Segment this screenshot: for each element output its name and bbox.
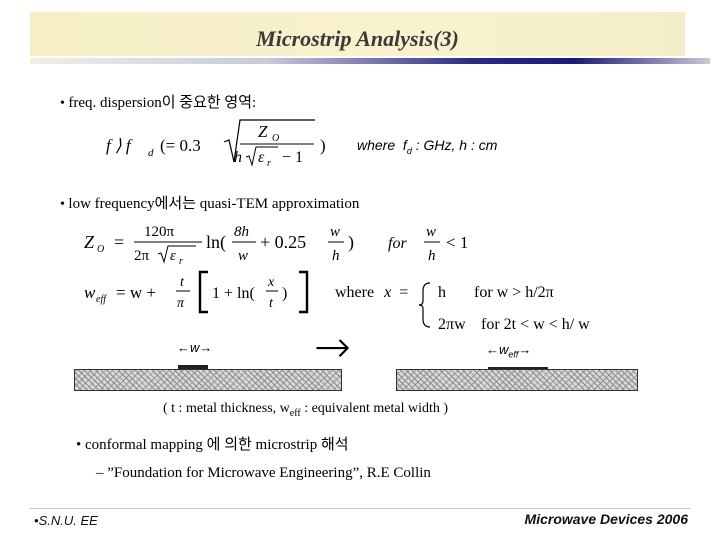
eq3-x-num: x	[267, 275, 275, 290]
eq2-for: for	[388, 235, 407, 252]
eq1-den-sub: r	[267, 158, 271, 169]
eq1-close: )	[320, 136, 326, 155]
eq3-close: )	[282, 285, 287, 302]
footer-bullet-icon: •	[34, 513, 39, 528]
eq1-sub-d: d	[148, 147, 154, 159]
footer-divider	[30, 508, 690, 509]
eq2-c-num: w	[426, 224, 436, 240]
footer-left-text: S.N.U. EE	[38, 513, 98, 528]
eq2-sqrt	[157, 245, 196, 264]
left-metal-strip	[178, 365, 208, 369]
eq3-x-den: t	[269, 296, 274, 311]
bullet-dot: •	[76, 437, 82, 453]
right-substrate	[396, 369, 638, 391]
title-rule	[30, 58, 710, 64]
bullet-2-text: low frequency에서는 quasi-TEM approximation	[68, 196, 360, 212]
eq2-lhs-sub: O	[97, 244, 104, 255]
bullet-dot: •	[60, 197, 65, 212]
eq2-t1-den: w	[238, 248, 248, 264]
eq1-where: where fd : GHz, h : cm	[357, 137, 497, 156]
eq1-num-sub: O	[272, 133, 279, 144]
bullet-dot: •	[60, 96, 65, 111]
left-substrate	[74, 369, 342, 391]
eq1-lhs: f ⟩ f	[106, 136, 133, 155]
bullet-3: • conformal mapping 에 의한 microstrip 해석	[76, 433, 349, 454]
eq1-where-f: f	[402, 137, 407, 153]
eq3-bracket-content: 1 + ln(	[212, 285, 255, 302]
eq3-case1-cond: for w > h/2π	[474, 284, 554, 301]
bullet-3-text: conformal mapping 에 의한 microstrip 해석	[85, 437, 349, 453]
eq1-sqrt	[223, 119, 315, 163]
bullet-2: • low frequency에서는 quasi-TEM approximati…	[60, 192, 359, 213]
dispersion-condition-equation: f ⟩ f d (= 0.3 Z O h ε r − 1 )	[106, 119, 326, 169]
eq2-ln: ln(	[206, 232, 226, 253]
eq2-t1-num: 8h	[234, 224, 249, 240]
transform-arrow-icon: →	[314, 322, 351, 373]
eq1-where-rest: : GHz, h : cm	[415, 137, 498, 153]
right-width-sub: eff	[508, 349, 519, 360]
eq1-eq-open: (= 0.3	[160, 136, 201, 155]
eq3-where: where x =	[335, 284, 408, 302]
left-arrow-right-icon: →	[199, 340, 213, 355]
eq3-case1-val: h	[438, 284, 446, 301]
eq2-close: )	[348, 232, 354, 253]
eq1-inner-sqrt	[245, 146, 278, 167]
right-arrow-left-icon: ←	[486, 342, 499, 357]
eq2-c-den: h	[428, 248, 436, 264]
left-arrow-left-icon: ←	[177, 340, 190, 355]
eq1-where-label: where	[357, 137, 396, 153]
eq2-c-rhs: < 1	[446, 233, 468, 252]
eq3-lhs-sub: eff	[96, 294, 107, 305]
effective-width-equation: w eff = w + t π 1 + ln( x t )	[84, 270, 309, 314]
eq1-den-minus: − 1	[282, 149, 303, 166]
left-width-label: ←w→	[177, 340, 212, 355]
eq3-bracket-close	[299, 270, 309, 314]
bullet-1-text: freq. dispersion이 중요한 영역:	[68, 95, 257, 111]
eq3-t-num: t	[180, 275, 185, 290]
caption-post: : equivalent metal width )	[304, 401, 449, 416]
eq1-num: Z	[258, 122, 268, 141]
right-width-label: ←weff→	[486, 342, 531, 360]
eq2-frac-den-pre: 2π	[134, 248, 150, 264]
footer-left: •S.N.U. EE	[34, 513, 98, 528]
right-arrow-right-icon: →	[518, 342, 532, 357]
eq1-den-eps: ε	[258, 149, 265, 166]
page-title: Microstrip Analysis(3)	[256, 26, 459, 51]
eq2-frac-num: 120π	[144, 224, 175, 240]
eq2-t2-den: h	[332, 248, 340, 264]
footer-right: Microwave Devices 2006	[524, 511, 688, 527]
eq2-lhs: Z	[84, 232, 95, 252]
eq2-plus: + 0.25	[260, 232, 306, 252]
eq3-lhs: w	[84, 283, 96, 302]
reference: – ”Foundation for Microwave Engineering”…	[96, 465, 431, 481]
cases-brace-icon	[418, 282, 431, 328]
eq1-where-sub: d	[406, 145, 412, 156]
eq1-den-h: h	[234, 149, 242, 166]
eq3-bracket-open	[198, 270, 208, 314]
title-box: Microstrip Analysis(3)	[30, 12, 685, 56]
left-width-text: w	[190, 340, 200, 355]
eq3-case2-cond: for 2t < w < h/ w	[481, 316, 590, 333]
caption-sub: eff	[289, 407, 301, 419]
eq2-t2-num: w	[330, 224, 340, 240]
eq2-eq: =	[114, 232, 124, 252]
impedance-equation: Z O = 120π 2π ε r ln( 8h w + 0.25 w h ) …	[84, 224, 468, 267]
eq3-x-var: x	[384, 284, 392, 301]
eq2-frac-den-eps: ε	[170, 248, 176, 264]
bullet-1: • freq. dispersion이 중요한 영역:	[60, 91, 256, 112]
eq3-case2-val: 2πw	[438, 316, 466, 333]
right-metal-strip	[488, 367, 548, 369]
eq3-rhs: = w +	[116, 283, 156, 302]
eq3-where-label: where	[335, 284, 375, 301]
eq2-frac-den-sub: r	[179, 256, 183, 267]
eq3-equals: =	[399, 284, 409, 301]
caption-pre: ( t : metal thickness, w	[163, 401, 290, 416]
eq3-t-den: π	[177, 296, 185, 311]
right-width-text: w	[499, 342, 509, 357]
caption: ( t : metal thickness, weff : equivalent…	[163, 401, 448, 419]
